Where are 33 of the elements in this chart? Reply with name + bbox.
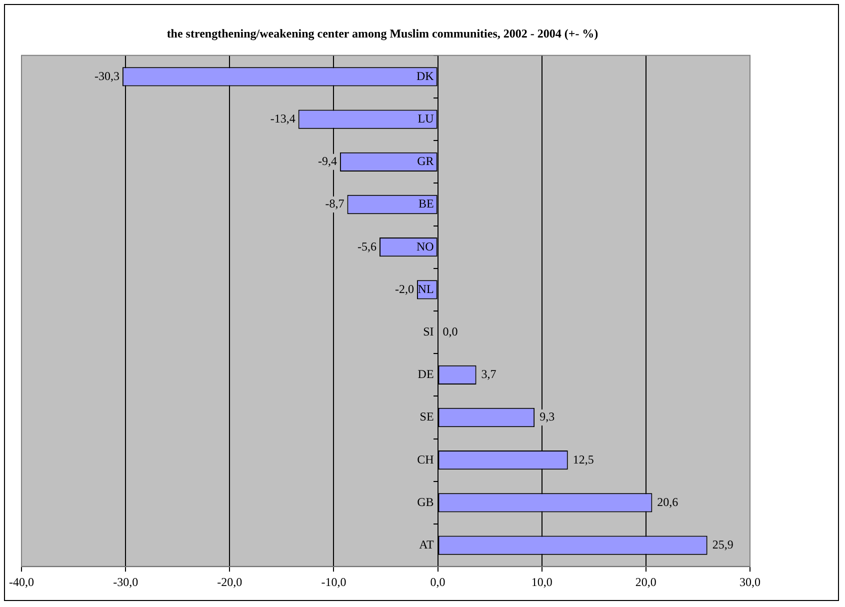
x-tick-label: -10,0	[321, 574, 346, 589]
y-tick-label: LU	[418, 111, 434, 126]
y-tick-label: GB	[417, 494, 434, 509]
x-tick-label: 30,0	[740, 574, 760, 589]
x-tick-label: -30,0	[113, 574, 138, 589]
y-tick-label: SI	[423, 324, 434, 338]
data-label: -30,3	[94, 68, 120, 83]
y-tick-label: SE	[420, 410, 434, 424]
y-tick-label: CH	[417, 452, 434, 466]
x-tick-label: -20,0	[217, 574, 242, 589]
x-tick-label: -40,0	[9, 574, 34, 589]
y-tick-label: NL	[418, 282, 434, 296]
data-label: 9,3	[540, 410, 555, 424]
data-label: 20,6	[657, 494, 678, 509]
x-tick-label: 20,0	[635, 574, 656, 589]
y-tick-label: DK	[416, 68, 434, 83]
chart-title: the strengthening/weakening center among Muslim communities, 2002 - 2004 (+- %)	[166, 26, 598, 40]
data-label: -5,6	[358, 239, 377, 254]
data-label: 0,0	[442, 324, 458, 338]
y-tick-label: DE	[418, 367, 434, 382]
y-tick-label: NO	[416, 239, 434, 254]
data-label: 3,7	[481, 367, 496, 382]
data-label: -9,4	[318, 154, 337, 168]
data-label: -2,0	[394, 282, 414, 296]
y-tick-label: GR	[417, 154, 434, 168]
data-label: -8,7	[325, 196, 344, 211]
x-tick-label: 10,0	[531, 574, 552, 589]
y-tick-label: BE	[418, 196, 434, 211]
y-tick-label: AT	[419, 537, 434, 552]
data-label: 12,5	[572, 452, 594, 466]
data-label: -13,4	[270, 111, 296, 126]
data-label: 25,9	[712, 537, 734, 552]
x-tick-label: 0,0	[430, 574, 446, 589]
